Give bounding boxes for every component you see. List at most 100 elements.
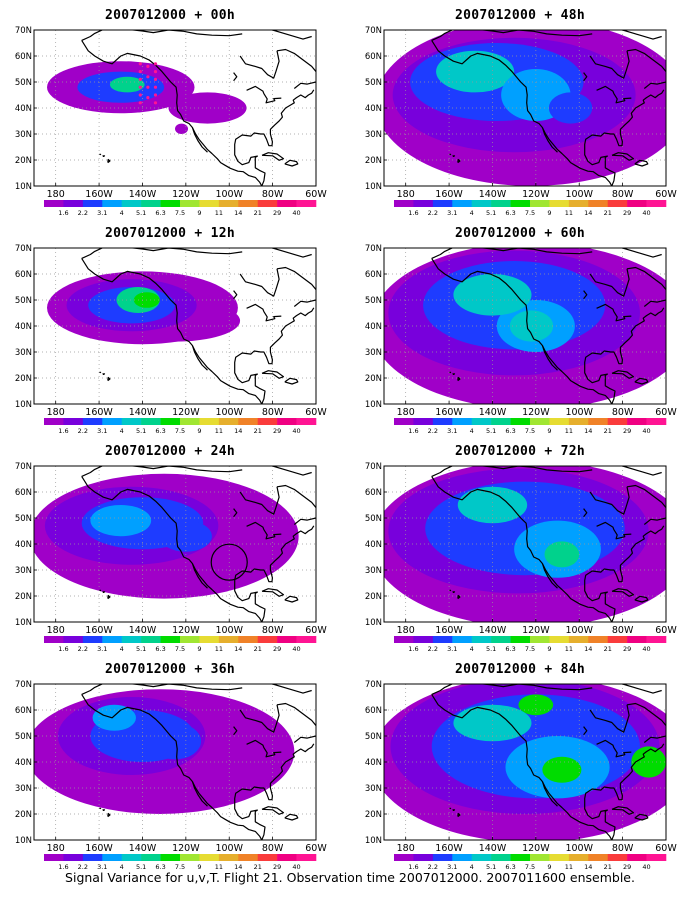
colorbar-swatch: [277, 200, 297, 207]
colorbar-label: 5.1: [136, 863, 146, 869]
colorbar-swatch: [141, 636, 161, 643]
colorbar-swatch: [394, 636, 414, 643]
colorbar-swatch: [568, 200, 589, 207]
colorbar-swatch: [102, 418, 123, 425]
colorbar-swatch: [180, 636, 200, 643]
colorbar-label: 7.5: [175, 427, 185, 433]
coastline: [589, 704, 630, 733]
coastline: [191, 127, 208, 153]
lat-label: 10N: [15, 182, 32, 192]
coastline: [449, 371, 452, 374]
coastline: [272, 248, 312, 258]
coastline: [99, 371, 102, 374]
colorbar-swatch: [63, 418, 84, 425]
colorbar-label: 3.1: [447, 645, 457, 651]
lat-label: 20N: [365, 156, 382, 166]
lon-label: 160W: [85, 625, 113, 636]
colorbar-label: 5.1: [486, 645, 496, 651]
colorbar-label: 2.2: [78, 427, 88, 433]
colorbar-swatch: [102, 200, 123, 207]
colorbar-label: 21: [604, 427, 612, 433]
observation-point: [138, 62, 142, 66]
lon-label: 180: [397, 843, 415, 854]
panel-title: 2007012000 + 00h: [104, 8, 236, 23]
coastline: [261, 806, 285, 815]
lon-label: 60W: [655, 843, 677, 854]
coastline: [452, 373, 456, 376]
colorbar-swatch: [199, 854, 220, 861]
coastline: [261, 588, 285, 597]
colorbar-label: 6.3: [505, 863, 515, 869]
colorbar-label: 4: [120, 427, 124, 433]
colorbar-label: 1.6: [58, 645, 68, 651]
lat-label: 70N: [365, 244, 382, 254]
colorbar-label: 29: [623, 645, 631, 651]
coastline: [81, 248, 243, 259]
coastline: [431, 248, 593, 259]
colorbar-label: 2.2: [78, 645, 88, 651]
colorbar-swatch: [530, 200, 550, 207]
lon-label: 120W: [172, 625, 200, 636]
coastline: [239, 704, 280, 733]
lon-label: 140W: [129, 407, 157, 418]
coastline: [584, 743, 665, 840]
lat-label: 70N: [15, 26, 32, 36]
coastline: [626, 266, 666, 307]
lat-label: 70N: [365, 26, 382, 36]
colorbar-swatch: [530, 418, 550, 425]
coastline: [431, 684, 593, 695]
colorbar-swatch: [238, 418, 259, 425]
lat-label: 40N: [15, 322, 32, 332]
coastline: [541, 345, 558, 371]
colorbar-label: 9: [197, 209, 201, 215]
lon-label: 80W: [612, 625, 634, 636]
panel-title: 2007012000 + 60h: [454, 226, 586, 241]
colorbar-swatch: [491, 200, 511, 207]
colorbar-swatch: [141, 200, 161, 207]
colorbar-swatch: [530, 636, 550, 643]
lon-label: 160W: [85, 189, 113, 200]
lon-label: 160W: [435, 625, 463, 636]
colorbar-swatch: [277, 636, 297, 643]
colorbar-swatch: [257, 418, 278, 425]
coastline: [583, 508, 588, 518]
map-panel: 2007012000 + 12h 70N 60N 50N 40N 30N 20N 10N 180…: [0, 218, 340, 433]
colorbar-label: 7.5: [525, 209, 535, 215]
colorbar-swatch: [44, 854, 64, 861]
colorbar-swatch: [238, 854, 259, 861]
colorbar-swatch: [607, 636, 628, 643]
observation-point: [153, 93, 158, 97]
colorbar-swatch: [452, 200, 473, 207]
coastline: [284, 595, 299, 603]
coastline: [449, 807, 452, 810]
coastline: [246, 739, 282, 758]
lon-label: 140W: [479, 843, 507, 854]
colorbar-label: 6.3: [505, 427, 515, 433]
variance-shading: [542, 756, 582, 783]
coastline: [239, 268, 280, 297]
coastline: [233, 72, 238, 82]
map-svg: 70N 60N 50N 40N 30N 20N 10N 180 160W 140W 120W 100W…: [365, 26, 678, 215]
variance-shading: [148, 723, 202, 760]
coastline: [81, 466, 243, 477]
colorbar-label: 29: [623, 209, 631, 215]
colorbar-label: 4: [120, 863, 124, 869]
lon-label: 100W: [215, 625, 243, 636]
colorbar-label: 21: [254, 863, 262, 869]
coastline: [102, 591, 106, 594]
colorbar-swatch: [63, 200, 84, 207]
coastline: [107, 812, 111, 818]
colorbar-swatch: [646, 200, 667, 207]
lat-label: 40N: [365, 104, 382, 114]
colorbar-swatch: [121, 418, 142, 425]
colorbar-label: 29: [273, 427, 281, 433]
colorbar-swatch: [218, 854, 239, 861]
colorbar-swatch: [491, 854, 511, 861]
lon-label: 60W: [305, 407, 327, 418]
colorbar-label: 40: [292, 645, 300, 651]
lat-label: 10N: [365, 182, 382, 192]
coastline: [99, 589, 102, 592]
coastline: [276, 266, 316, 307]
colorbar-swatch: [82, 418, 103, 425]
